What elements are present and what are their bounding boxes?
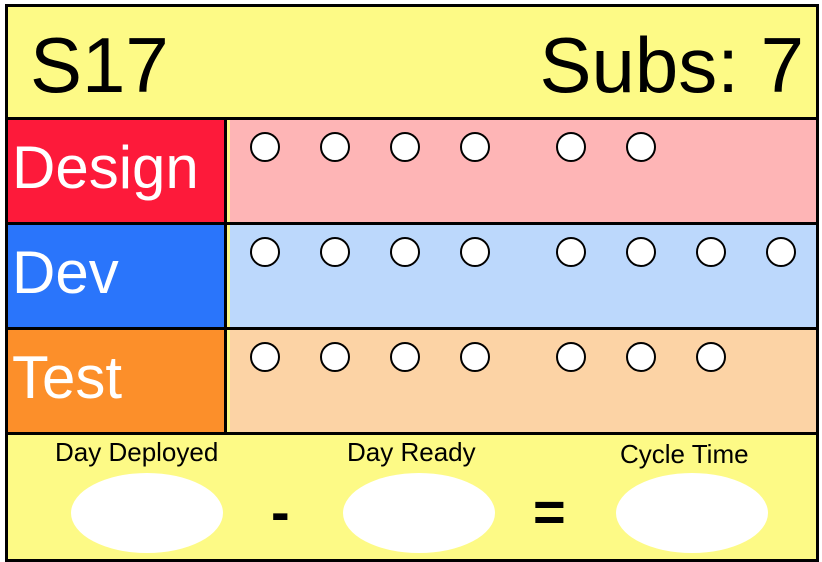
card-id: S17 xyxy=(30,21,169,109)
progress-dot[interactable] xyxy=(556,132,586,162)
progress-dot[interactable] xyxy=(696,342,726,372)
progress-dot[interactable] xyxy=(766,237,796,267)
day-deployed-label: Day Deployed xyxy=(55,437,219,467)
progress-dot[interactable] xyxy=(390,237,420,267)
progress-dot[interactable] xyxy=(626,237,656,267)
progress-dot[interactable] xyxy=(460,132,490,162)
progress-dot[interactable] xyxy=(250,237,280,267)
progress-dot[interactable] xyxy=(556,342,586,372)
progress-dot[interactable] xyxy=(320,237,350,267)
row-label-test: Test xyxy=(8,330,227,432)
progress-dot[interactable] xyxy=(390,132,420,162)
row-label-dev: Dev xyxy=(8,225,227,327)
track-design xyxy=(230,120,816,222)
row-design: Design xyxy=(8,120,816,225)
progress-dot[interactable] xyxy=(626,132,656,162)
day-ready-field[interactable] xyxy=(343,473,495,553)
card-footer: Day Deployed - Day Ready = Cycle Time xyxy=(8,429,816,559)
minus-sign: - xyxy=(271,480,290,543)
row-test: Test xyxy=(8,330,816,435)
progress-dot[interactable] xyxy=(626,342,656,372)
day-ready-label: Day Ready xyxy=(347,437,476,467)
card-header: S17 Subs: 7 xyxy=(8,7,816,120)
cycle-time-label: Cycle Time xyxy=(620,439,749,469)
row-dev: Dev xyxy=(8,225,816,330)
progress-dot[interactable] xyxy=(556,237,586,267)
equals-sign: = xyxy=(533,480,566,543)
progress-dot[interactable] xyxy=(320,132,350,162)
cycle-time-field[interactable] xyxy=(616,473,768,553)
progress-dot[interactable] xyxy=(390,342,420,372)
row-label-design: Design xyxy=(8,120,227,222)
progress-dot[interactable] xyxy=(696,237,726,267)
progress-dot[interactable] xyxy=(460,237,490,267)
track-test xyxy=(230,330,816,432)
progress-dot[interactable] xyxy=(250,132,280,162)
progress-dot[interactable] xyxy=(250,342,280,372)
progress-dot[interactable] xyxy=(320,342,350,372)
subs-count: Subs: 7 xyxy=(539,21,804,109)
day-deployed-field[interactable] xyxy=(71,473,223,553)
kanban-card: S17 Subs: 7 Design Dev Test Day Deployed… xyxy=(5,4,819,562)
progress-dot[interactable] xyxy=(460,342,490,372)
track-dev xyxy=(230,225,816,327)
